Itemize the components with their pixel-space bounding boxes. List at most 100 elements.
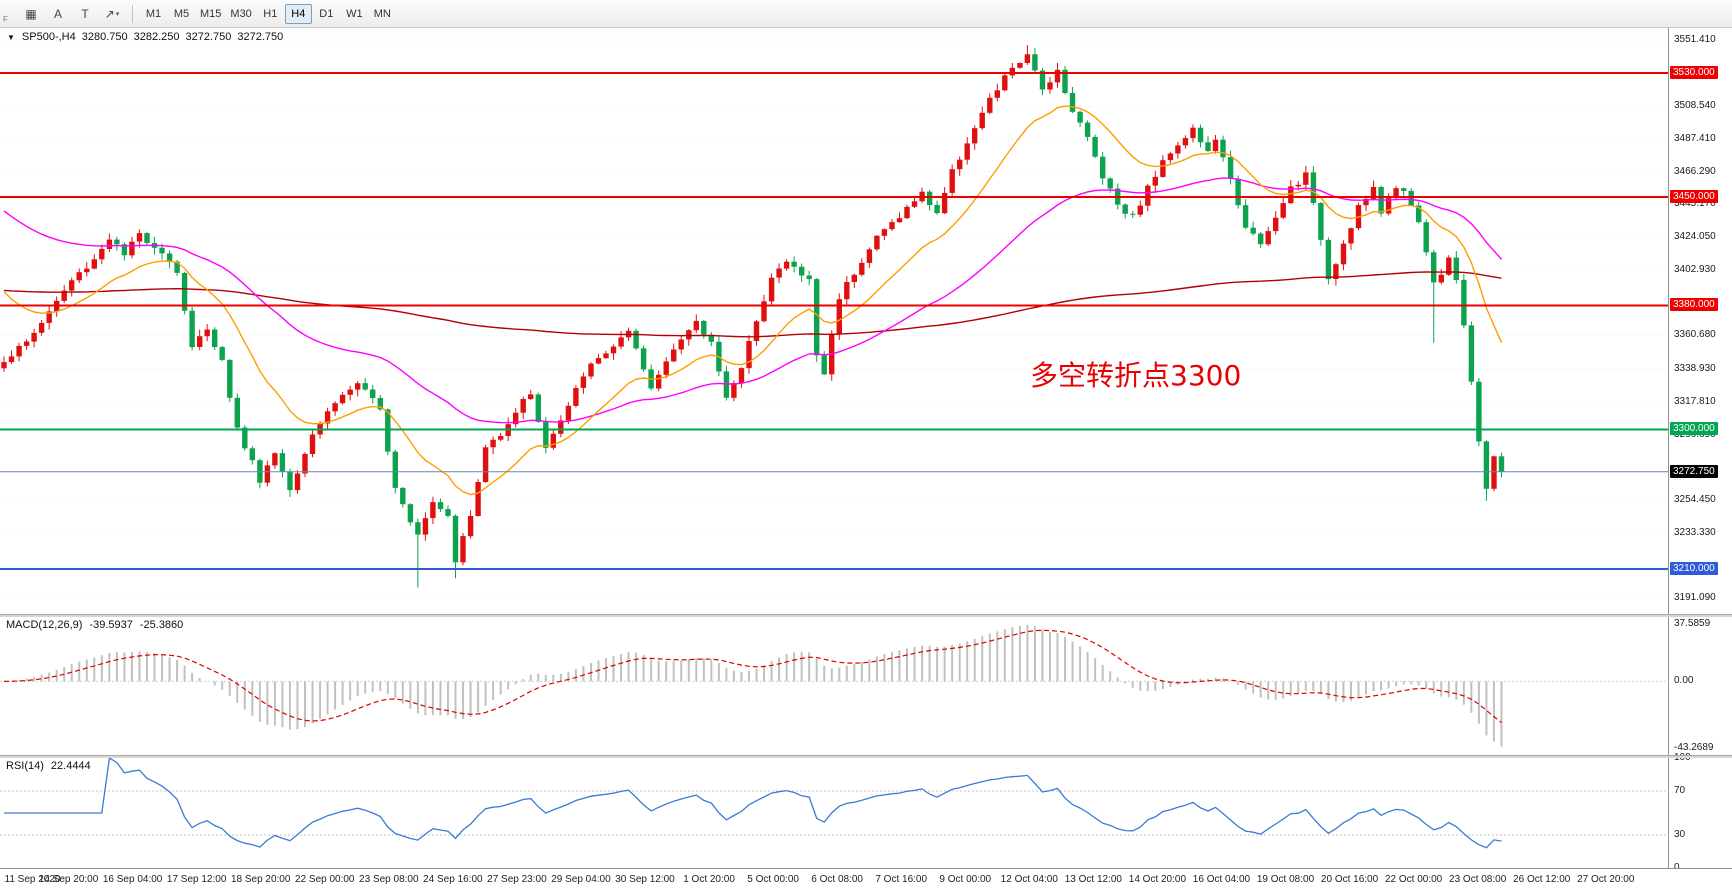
candle-body <box>1431 252 1437 283</box>
candle-body <box>407 504 414 523</box>
rsi-svg <box>0 758 1668 849</box>
candle-body <box>1295 184 1301 187</box>
candle-body <box>671 349 677 362</box>
candle-body <box>844 282 850 300</box>
time-axis-label: 18 Sep 20:00 <box>230 874 291 885</box>
candle-body <box>332 403 338 412</box>
candle-body <box>460 536 466 563</box>
timeframe-m5[interactable]: M5 <box>168 4 195 24</box>
candle-body <box>234 397 240 428</box>
candle-body <box>227 359 233 398</box>
time-axis-label: 22 Oct 00:00 <box>1384 874 1443 885</box>
timeframe-h1[interactable]: H1 <box>257 4 284 24</box>
pane-separator[interactable] <box>0 755 1732 758</box>
candle-body <box>1446 257 1452 275</box>
time-axis-label: 26 Oct 12:00 <box>1513 874 1571 885</box>
text-tool-button[interactable]: T <box>72 2 98 26</box>
candle-body <box>731 383 737 398</box>
price-tick-label: 3317.810 <box>1674 395 1716 407</box>
candle-body <box>663 361 669 375</box>
candle-body <box>1220 139 1226 158</box>
candle-body <box>1235 178 1241 206</box>
candle-body <box>362 383 368 390</box>
chart-type-icon: ▦ <box>25 6 37 21</box>
candle-body <box>69 280 75 291</box>
candle-body <box>287 471 293 491</box>
timeframe-m15[interactable]: M15 <box>196 4 225 24</box>
macd-pane[interactable]: MACD(12,26,9) -39.5937 -25.3860 <box>0 617 1668 755</box>
candle-body <box>1333 264 1339 279</box>
candle-body <box>738 368 745 383</box>
candle-body <box>881 229 888 236</box>
price-tick-label: 100 <box>1674 752 1691 764</box>
candle-body <box>467 516 474 537</box>
candle-body <box>1453 257 1459 280</box>
candle-body <box>776 268 782 278</box>
candle-body <box>1461 279 1467 326</box>
candle-body <box>1190 127 1196 139</box>
candle-body <box>114 239 120 245</box>
candle-body <box>1468 325 1475 382</box>
candle-body <box>294 473 301 491</box>
candle-body <box>708 334 714 342</box>
candle-body <box>1250 227 1256 234</box>
price-line-label: 3300.000 <box>1670 422 1718 436</box>
candle-body <box>121 244 128 256</box>
price-tick-label: 3445.170 <box>1674 198 1716 210</box>
candle-body <box>482 447 489 482</box>
time-axis-label: 9 Oct 00:00 <box>939 874 992 885</box>
candle-body <box>1348 228 1354 244</box>
chart-type-button[interactable]: ▦ <box>18 2 44 26</box>
candle-body <box>580 376 587 388</box>
pane-separator[interactable] <box>0 614 1732 617</box>
toolbar: F ▦ A T ↗ ▾ M1 M5 M15 M30 H1 H4 D1 W1 MN <box>0 0 1732 28</box>
candle-body <box>46 311 52 323</box>
candle-body <box>1491 456 1497 489</box>
timeframe-h4[interactable]: H4 <box>284 3 312 24</box>
candle-body <box>1265 231 1271 245</box>
candle-body <box>633 330 639 349</box>
candle-body <box>1483 441 1490 489</box>
draw-tool-button[interactable]: ↗ ▾ <box>99 2 125 26</box>
price-tick-label: 37.5859 <box>1674 617 1711 629</box>
candle-body <box>1 362 7 369</box>
candle-body <box>911 201 918 207</box>
price-tick-label: 3191.090 <box>1674 592 1716 604</box>
candle-body <box>1310 172 1317 203</box>
candle-body <box>1167 153 1174 161</box>
timeframe-d1[interactable]: D1 <box>313 4 340 24</box>
ma-line-long <box>3 271 1502 338</box>
candle-body <box>904 206 910 219</box>
time-axis-label: 22 Sep 00:00 <box>295 874 355 885</box>
timeframe-mn[interactable]: MN <box>369 4 396 24</box>
timeframe-m30[interactable]: M30 <box>226 4 255 24</box>
candle-body <box>452 515 459 563</box>
candle-body <box>693 320 699 331</box>
time-axis-label: 23 Oct 08:00 <box>1449 874 1507 885</box>
timeframe-m1[interactable]: M1 <box>140 4 167 24</box>
candle-body <box>836 299 842 334</box>
symbol-triangle-icon: ▼ <box>7 33 15 42</box>
dropdown-caret-icon: ▾ <box>115 10 120 18</box>
rsi-pane[interactable]: RSI(14) 22.4444 <box>0 758 1668 868</box>
timeframe-w1[interactable]: W1 <box>341 4 368 24</box>
candle-body <box>1205 142 1211 151</box>
candle-body <box>979 112 985 129</box>
current-price-label: 3272.750 <box>1670 464 1718 478</box>
time-axis[interactable]: 11 Sep 2020 14 Sep 20:00 16 Sep 04:00 17 Se… <box>0 868 1732 891</box>
candle-body <box>851 274 857 282</box>
candle-body <box>1002 75 1008 91</box>
candle-body <box>640 348 647 370</box>
candle-body <box>430 502 436 519</box>
annotation-a-button[interactable]: A <box>45 2 71 26</box>
price-chart-pane[interactable]: ▼ SP500-,H4 3280.750 3282.250 3272.750 3… <box>0 28 1668 614</box>
candle-body <box>1498 456 1505 472</box>
candle-body <box>543 421 549 448</box>
time-axis-label: 12 Oct 04:00 <box>1000 874 1058 885</box>
candle-body <box>520 399 526 413</box>
candle-body <box>84 268 90 273</box>
candle-body <box>415 522 421 535</box>
candle-body <box>934 205 940 214</box>
candle-body <box>302 453 308 474</box>
price-axis[interactable]: 3551.410 3508.540 3487.410 3466.290 3445.170… <box>1668 28 1732 873</box>
